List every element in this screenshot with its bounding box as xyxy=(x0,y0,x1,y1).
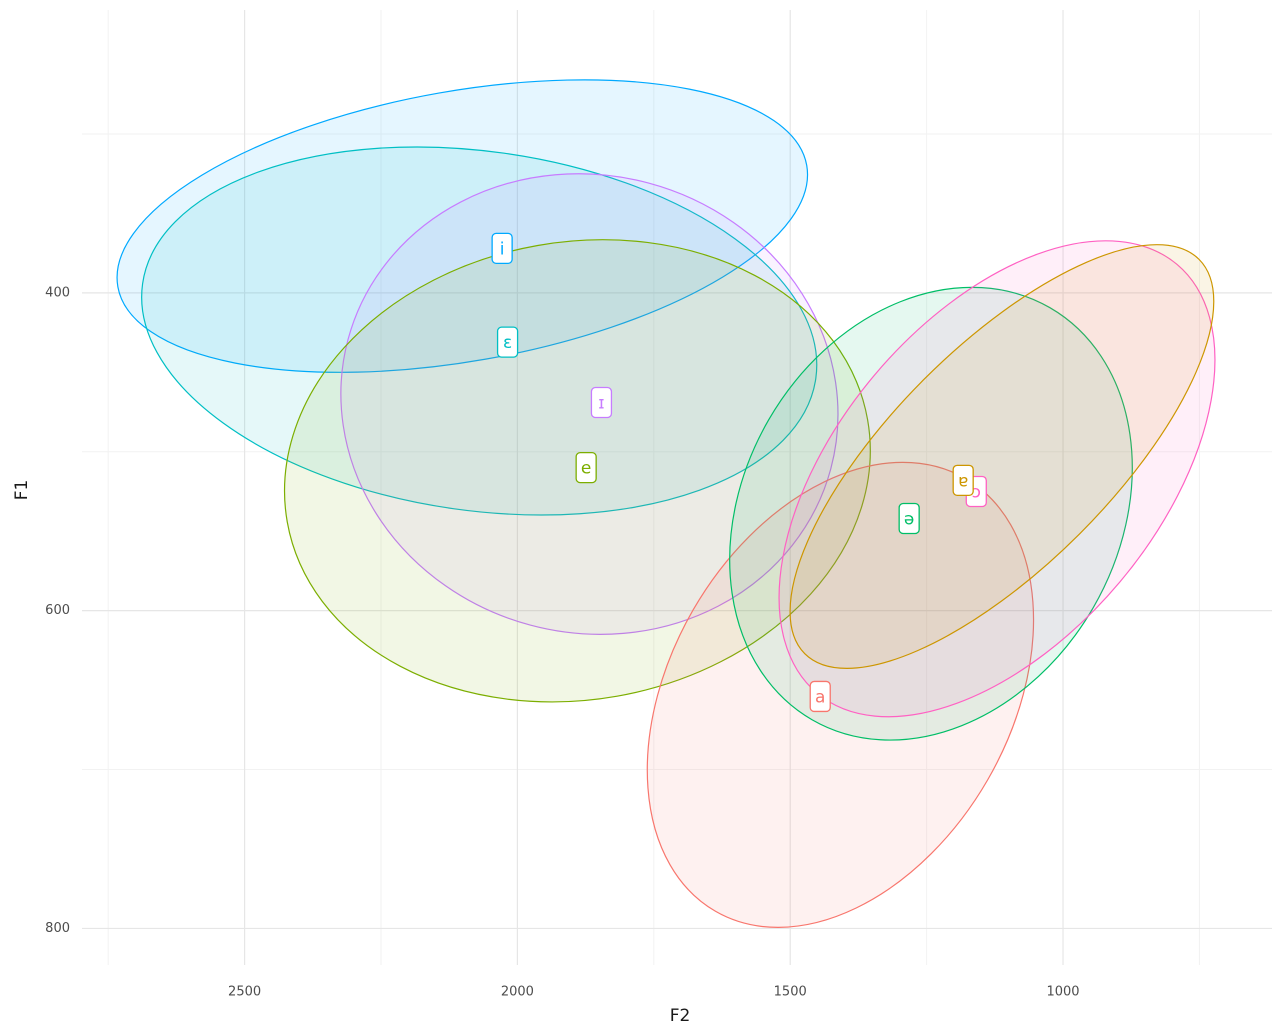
vowel-label: ɐ xyxy=(952,464,974,496)
label-text: e xyxy=(581,459,591,479)
confidence-ellipse xyxy=(729,286,1133,741)
confidence-ellipse xyxy=(340,173,839,635)
x-tick-label: 1500 xyxy=(774,985,807,1000)
x-axis-title: F2 xyxy=(670,1006,691,1026)
vowel-label: ə xyxy=(898,502,920,535)
vowel-label: e xyxy=(575,451,597,484)
confidence-ellipse xyxy=(141,146,818,516)
label-box xyxy=(575,451,597,484)
confidence-ellipse xyxy=(116,79,809,373)
y-tick-label: 600 xyxy=(45,603,70,618)
confidence-ellipse xyxy=(789,244,1215,669)
label-box xyxy=(898,502,920,535)
vowel-label: ɪ xyxy=(590,386,613,419)
label-text: ɔ xyxy=(972,482,981,502)
x-tick-label: 2500 xyxy=(228,985,261,1000)
label-box xyxy=(496,326,519,358)
label-box xyxy=(590,386,613,419)
grid xyxy=(82,10,1272,965)
label-box xyxy=(952,464,974,496)
x-tick-label: 2000 xyxy=(501,985,534,1000)
label-text: ɪ xyxy=(598,393,604,413)
y-axis-title: F1 xyxy=(12,480,32,501)
vowel-label: ɛ xyxy=(496,326,519,358)
x-tick-label: 1000 xyxy=(1046,985,1079,1000)
label-box xyxy=(491,232,513,265)
label-text: i xyxy=(500,239,505,259)
y-tick-label: 800 xyxy=(45,921,70,936)
y-tick-label: 400 xyxy=(45,285,70,300)
vowel-label: a xyxy=(809,680,831,713)
label-text: ə xyxy=(904,509,914,529)
label-box xyxy=(809,680,831,713)
label-text: a xyxy=(815,687,825,707)
label-text: ɐ xyxy=(958,471,968,491)
vowel-label: i xyxy=(491,232,513,265)
label-text: ɛ xyxy=(503,333,512,353)
